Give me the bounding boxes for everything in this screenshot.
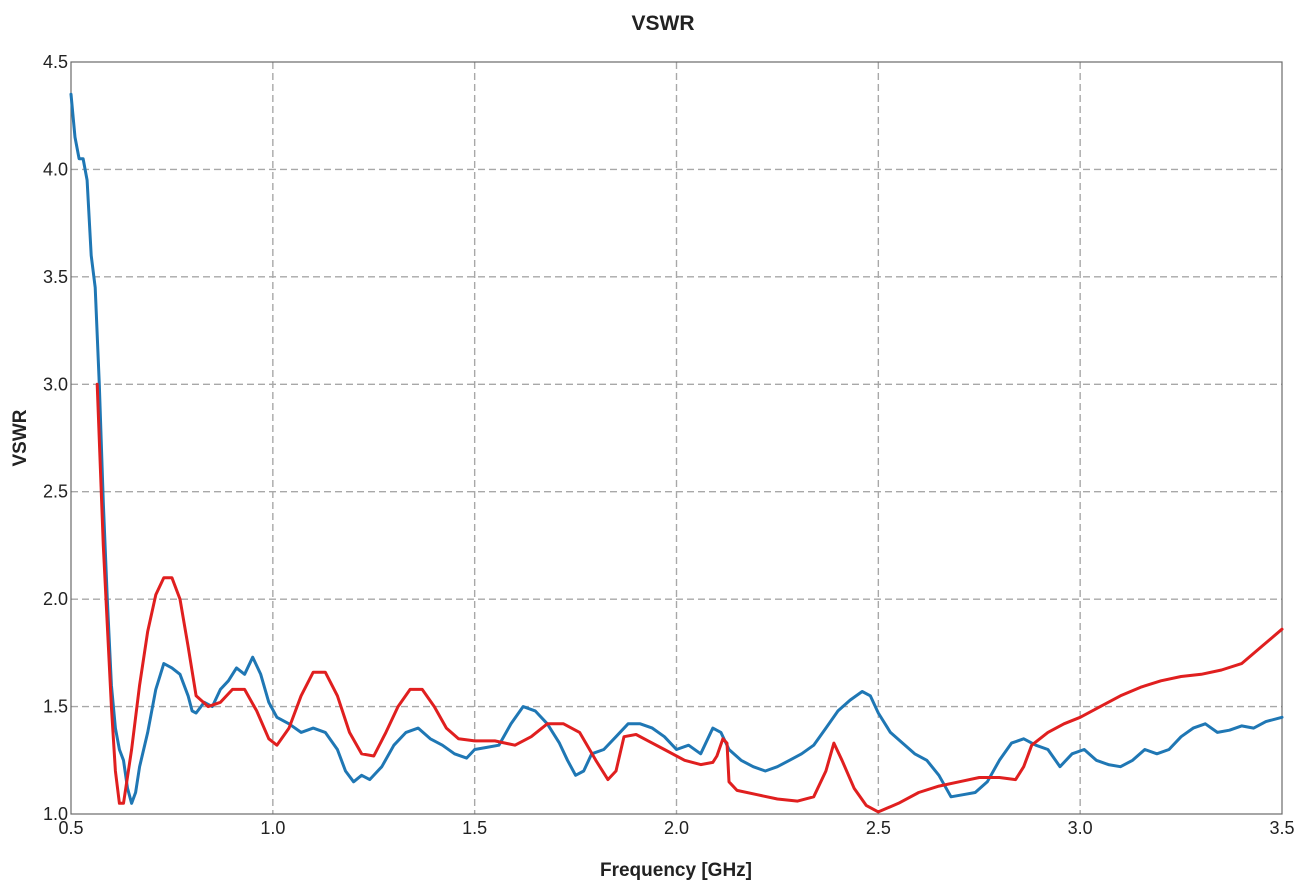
- y-tick-label: 2.0: [43, 589, 68, 609]
- x-tick-label: 2.0: [664, 818, 689, 838]
- y-tick-label: 1.0: [43, 804, 68, 824]
- series-line-2: [95, 382, 1284, 814]
- x-tick-label: 2.5: [866, 818, 891, 838]
- x-tick-label: 3.5: [1269, 818, 1294, 838]
- y-tick-label: 4.5: [43, 52, 68, 72]
- y-tick-label: 2.5: [43, 482, 68, 502]
- x-tick-label: 1.0: [260, 818, 285, 838]
- series-layer: [69, 92, 1284, 814]
- chart-title: VSWR: [632, 12, 695, 35]
- series-line-1: [69, 92, 1284, 805]
- y-tick-label: 3.0: [43, 374, 68, 394]
- y-tick-label: 3.5: [43, 267, 68, 287]
- x-axis-label: Frequency [GHz]: [600, 860, 752, 881]
- x-tick-label: 1.5: [462, 818, 487, 838]
- tick-labels: 0.5 1.0 1.5 2.0 2.5 3.0 3.51.01.52.02.53.03.54…: [43, 52, 1295, 838]
- plot-area-frame: [70, 61, 1283, 815]
- x-tick-label: 3.0: [1068, 818, 1093, 838]
- x-tick-label: 0.5: [58, 818, 83, 838]
- y-tick-label: 4.0: [43, 159, 68, 179]
- y-tick-label: 1.5: [43, 697, 68, 717]
- grid-lines: [71, 62, 1282, 814]
- y-axis-label: VSWR: [10, 409, 31, 466]
